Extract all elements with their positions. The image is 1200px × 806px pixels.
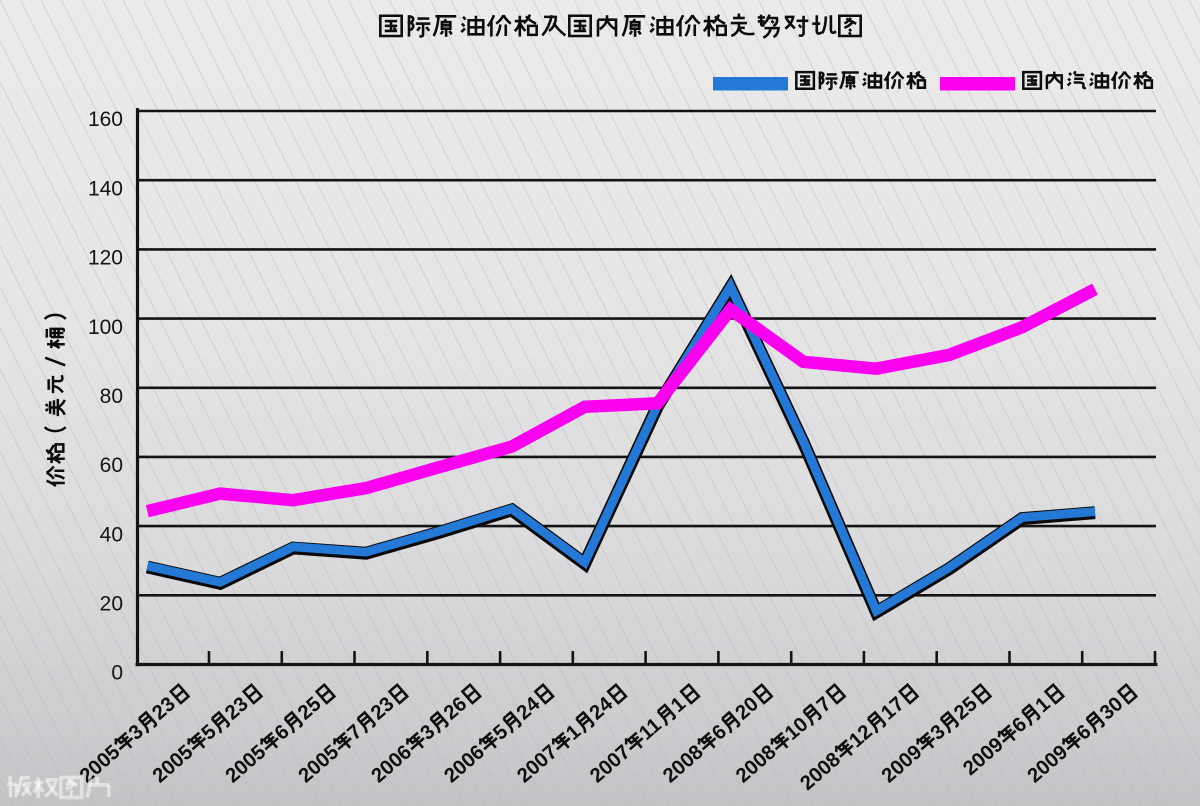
svg-text:100: 100 [88,316,123,339]
svg-text:40: 40 [100,523,123,546]
svg-text:0: 0 [111,662,123,685]
svg-text:20: 20 [100,593,123,616]
svg-text:120: 120 [88,247,123,270]
svg-text:60: 60 [100,454,123,477]
svg-text:140: 140 [88,177,123,200]
svg-text:160: 160 [88,108,123,131]
svg-text:80: 80 [100,385,123,408]
